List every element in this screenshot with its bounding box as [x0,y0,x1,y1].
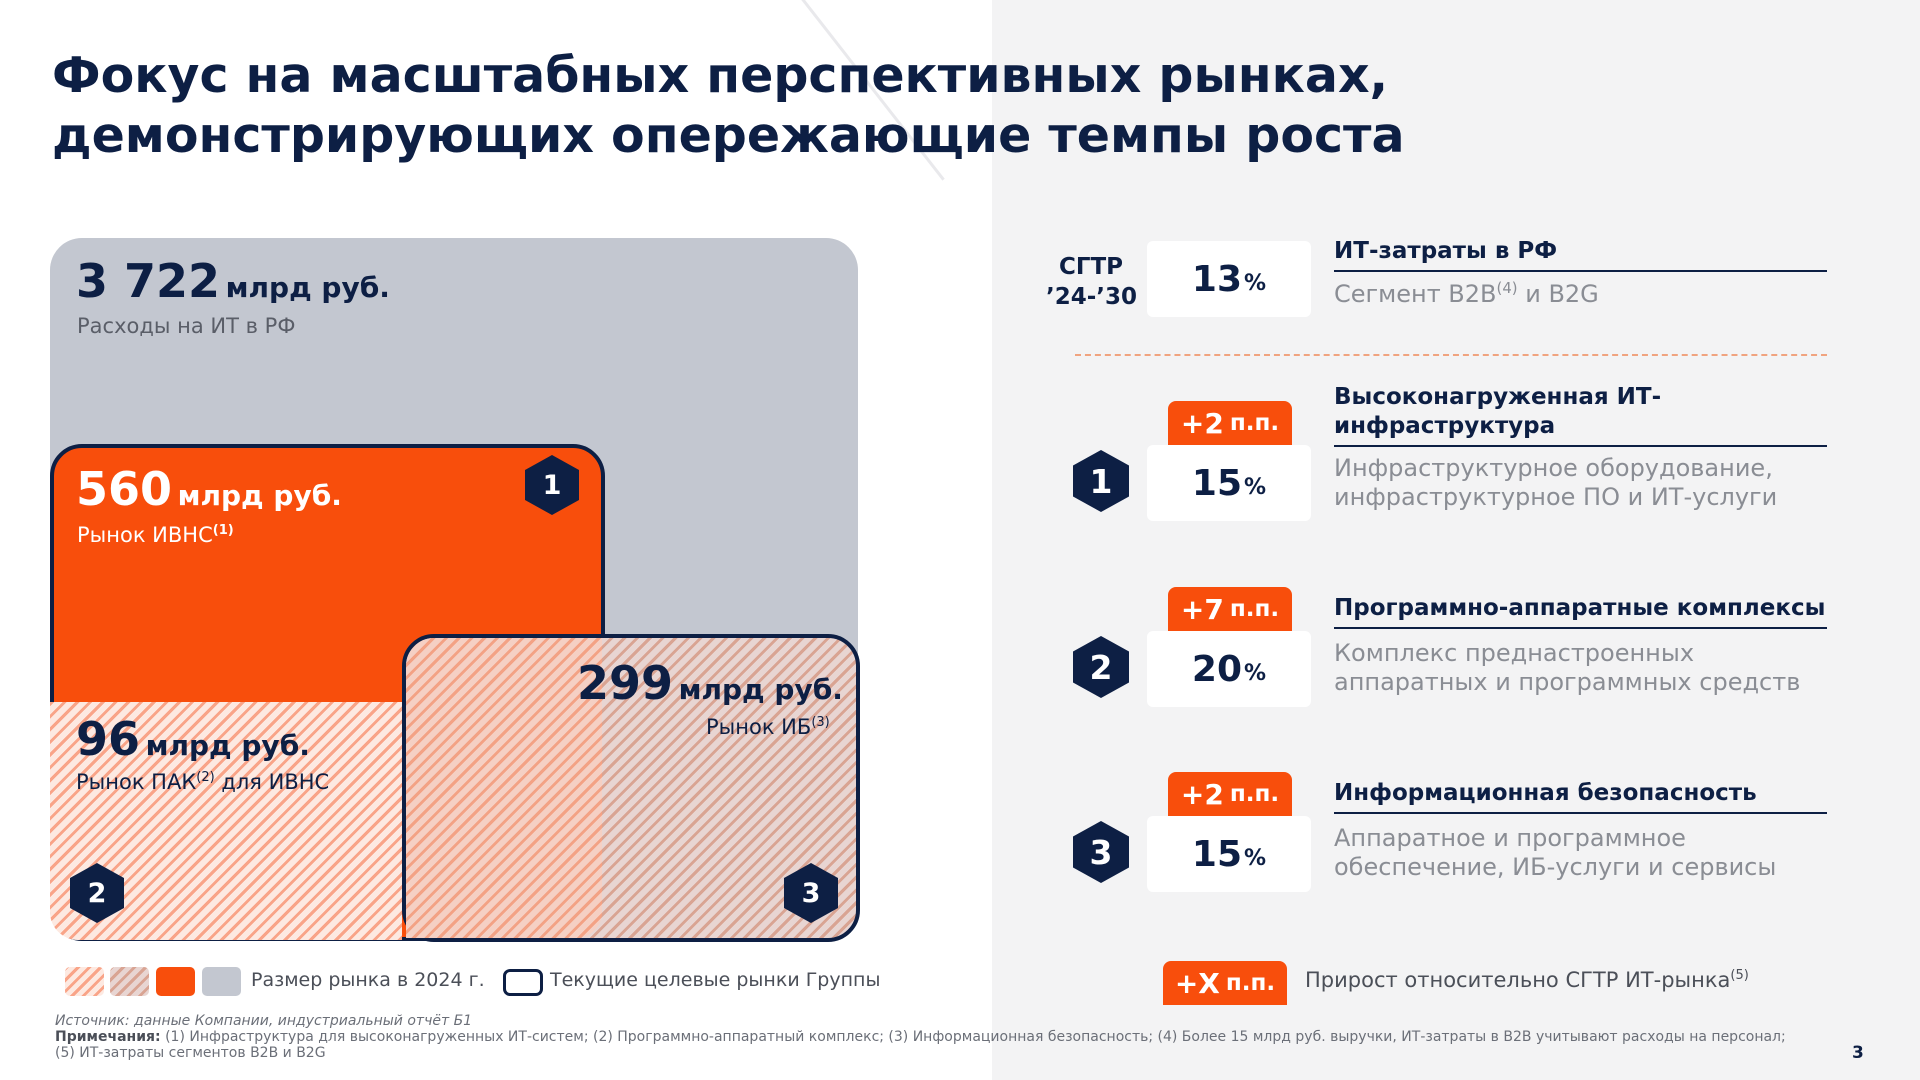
legend-growth-badge-unit: п.п. [1225,970,1276,996]
segment-2-percent: % [1244,660,1267,686]
ivns-hex-badge: 1 [525,455,579,515]
it-spend-desc-a: Сегмент B2B [1334,280,1497,308]
legend-swatch-ivns [156,967,195,996]
legend-growth-badge: +X п.п. [1163,961,1287,1005]
ib-caption-text: Рынок ИБ [706,715,812,739]
total-caption: Расходы на ИТ в РФ [77,314,296,338]
segment-1-desc-line-2: инфраструктурное ПО и ИТ-услуги [1334,483,1778,511]
footer-notes-text: (1) Инфраструктура для высоконагруженных… [160,1029,1786,1045]
ivns-value: 560 млрд руб. [76,462,342,516]
legend-size-label: Размер рынка в 2024 г. [251,969,485,991]
legend-growth-footnote-ref: (5) [1730,968,1749,983]
ivns-unit: млрд руб. [177,479,342,512]
it-spend-desc-b: и B2G [1517,280,1599,308]
pak-hex-badge: 2 [70,863,124,923]
segment-1-desc-line-1: Инфраструктурное оборудование, [1334,454,1773,482]
segment-3-title: Информационная безопасность [1334,779,1827,814]
footer-notes-label: Примечания: [55,1029,161,1045]
segment-2-hex-badge: 2 [1073,636,1129,698]
segment-2-delta-unit: п.п. [1229,596,1280,622]
footer-notes-line-2: (5) ИТ-затраты сегментов B2B и B2G [55,1045,326,1061]
ib-ivns-overlap-block [406,638,602,938]
it-cagr-value-card: 13% [1147,241,1311,317]
cagr-label: СГТР ’24-’30 [1046,252,1138,312]
title-line-2: демонстрирующих опережающие темпы роста [52,107,1405,164]
ib-unit: млрд руб. [678,673,843,706]
total-number: 3 722 [76,254,221,308]
legend-target-outline [503,969,543,996]
segment-3-delta-unit: п.п. [1229,781,1280,807]
legend-swatch-pak [65,967,104,996]
ivns-caption: Рынок ИВНС(1) [77,523,234,547]
segment-2-value: 20 [1191,648,1243,690]
segment-2-desc: Комплекс преднастроенных аппаратных и пр… [1334,639,1834,697]
segment-3-desc-line-1: Аппаратное и программное [1334,824,1686,852]
segment-1-value: 15 [1191,462,1243,504]
cagr-label-line-2: ’24-’30 [1046,284,1138,310]
it-spend-title: ИТ-затраты в РФ [1334,237,1827,272]
total-value: 3 722 млрд руб. [76,254,390,308]
ivns-caption-text: Рынок ИВНС [77,523,213,547]
segment-1-percent: % [1244,474,1267,500]
segment-3-value: 15 [1191,833,1243,875]
page-number: 3 [1852,1043,1864,1063]
segment-3-hex-badge: 3 [1073,821,1129,883]
ib-number: 299 [577,656,674,710]
segment-3-delta-badge: +2 п.п. [1168,772,1292,816]
ib-caption: Рынок ИБ(3) [706,715,830,739]
pak-caption-a: Рынок ПАК [76,770,197,794]
cagr-label-line-1: СГТР [1058,254,1124,280]
segment-1-delta: +2 [1180,406,1224,440]
segment-2-value-card: 20% [1147,631,1311,707]
footer-notes: Примечания: (1) Инфраструктура для высок… [55,1029,1786,1045]
segment-1-delta-badge: +2 п.п. [1168,401,1292,445]
segment-3-delta: +2 [1180,777,1224,811]
legend-target-label: Текущие целевые рынки Группы [550,969,881,991]
ib-footnote-ref: (3) [811,715,830,730]
footer-source: Источник: данные Компании, индустриальны… [55,1013,473,1029]
segment-2-desc-line-2: аппаратных и программных средств [1334,668,1801,696]
segment-2-delta: +7 [1180,592,1224,626]
total-unit: млрд руб. [225,271,390,304]
segment-2-desc-line-1: Комплекс преднастроенных [1334,639,1695,667]
segment-3-percent: % [1244,845,1267,871]
segment-1-hex-badge: 1 [1073,450,1129,512]
segment-1-title-line-2: инфраструктура [1334,413,1556,439]
segment-1-desc: Инфраструктурное оборудование, инфрастру… [1334,454,1834,512]
segment-2-title: Программно-аппаратные комплексы [1334,594,1827,629]
ib-hex-badge: 3 [784,863,838,923]
segment-3-desc-line-2: обеспечение, ИБ-услуги и сервисы [1334,853,1777,881]
it-spend-footnote-ref: (4) [1496,279,1518,297]
segment-2-delta-badge: +7 п.п. [1168,587,1292,631]
segment-1-title-line-1: Высоконагруженная ИТ- [1334,384,1662,410]
page-title: Фокус на масштабных перспективных рынках… [52,46,1452,166]
ivns-footnote-ref: (1) [212,523,234,538]
dashed-separator [1075,354,1827,356]
legend-growth-label-text: Прирост относительно СГТР ИТ-рынка [1305,968,1731,992]
it-spend-desc: Сегмент B2B(4) и B2G [1334,280,1834,309]
pak-value: 96 млрд руб. [76,712,310,766]
pak-number: 96 [76,712,141,766]
legend-swatch-ib [110,967,149,996]
segment-1-value-card: 15% [1147,445,1311,521]
pak-caption: Рынок ПАК(2) для ИВНС [76,770,329,794]
segment-3-desc: Аппаратное и программное обеспечение, ИБ… [1334,824,1834,882]
segment-1-title: Высоконагруженная ИТ- инфраструктура [1334,383,1827,447]
pak-footnote-ref: (2) [196,770,215,785]
right-panel-background [992,0,1920,1080]
legend-growth-badge-main: +X [1174,966,1220,1000]
segment-3-value-card: 15% [1147,816,1311,892]
pak-unit: млрд руб. [145,729,310,762]
it-cagr-value: 13 [1191,258,1243,300]
it-cagr-percent: % [1244,270,1267,296]
legend-growth-label: Прирост относительно СГТР ИТ-рынка(5) [1305,968,1749,992]
title-line-1: Фокус на масштабных перспективных рынках… [52,47,1389,104]
ivns-number: 560 [76,462,173,516]
ib-value: 299 млрд руб. [577,656,843,710]
legend-swatch-total [202,967,241,996]
pak-caption-b: для ИВНС [214,770,330,794]
segment-1-delta-unit: п.п. [1229,410,1280,436]
